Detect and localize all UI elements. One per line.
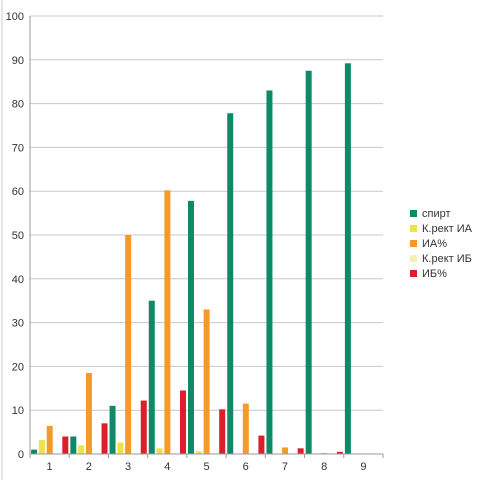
bar-2-series-2 [85,372,92,454]
y-tick-label: 100 [6,11,24,23]
bar-3-series-0 [109,405,116,454]
bar-1-series-0 [31,449,38,454]
bar-4-series-0 [148,300,155,454]
axes: 0 10 20 30 40 50 60 70 80 90 100 1 2 3 4 5 6 7 8 9 [6,11,384,473]
legend-label-0: спирт [422,208,451,220]
legend-swatch-2 [410,240,417,247]
x-tick-label: 2 [86,461,92,473]
y-tick-label: 10 [12,405,24,417]
bar-5-series-2 [203,309,210,454]
bar-2-series-4 [101,423,108,454]
x-tick-label: 8 [321,461,327,473]
bar-4-series-1 [156,448,163,454]
y-tick-label: 60 [12,186,24,198]
bar-6-series-2 [242,403,249,454]
bar-4-series-2 [164,190,171,454]
bar-5-series-4 [219,409,226,454]
x-tick-label: 4 [164,461,170,473]
y-tick-label: 90 [12,55,24,67]
y-tick-label: 50 [12,230,24,242]
y-tick-label: 80 [12,99,24,111]
bar-3-series-2 [125,235,132,454]
bar-1-series-1 [38,439,45,454]
x-tick-label: 5 [203,461,209,473]
bar-4-series-4 [179,390,186,454]
y-tick-label: 70 [12,142,24,154]
x-tick-label: 1 [47,461,53,473]
legend-label-4: ИБ% [422,268,447,280]
bar-7-series-4 [297,448,304,454]
bar-2-series-0 [70,436,77,454]
legend-label-3: К.рект ИБ [422,253,472,265]
y-tick-label: 40 [12,274,24,286]
y-tick-label: 20 [12,361,24,373]
x-tick-label: 7 [282,461,288,473]
bars [31,63,351,455]
bar-6-series-4 [258,435,265,454]
legend-label-1: К.рект ИА [422,223,473,235]
bar-6-series-0 [227,113,234,455]
legend-swatch-1 [410,225,417,232]
bar-7-series-0 [266,90,273,455]
bar-3-series-4 [140,400,147,454]
bar-5-series-1 [195,451,202,454]
bar-1-series-4 [62,436,69,454]
bar-9-series-0 [344,63,351,454]
bar-8-series-0 [305,70,312,454]
legend-swatch-0 [410,210,417,217]
bar-3-series-1 [117,442,124,454]
bar-5-series-0 [188,200,194,454]
x-tick-label: 9 [360,461,366,473]
bar-8-series-4 [336,451,343,454]
legend: спирт К.рект ИА ИА% К.рект ИБ ИБ% [410,208,473,280]
y-tick-label: 30 [12,318,24,330]
legend-swatch-3 [410,255,417,262]
legend-swatch-4 [410,270,417,277]
legend-label-2: ИА% [422,238,447,250]
bar-7-series-2 [282,447,289,454]
bar-1-series-2 [46,425,53,454]
y-tick-label: 0 [18,449,24,461]
x-tick-label: 6 [243,461,249,473]
bar-2-series-1 [78,445,85,454]
x-tick-label: 3 [125,461,131,473]
